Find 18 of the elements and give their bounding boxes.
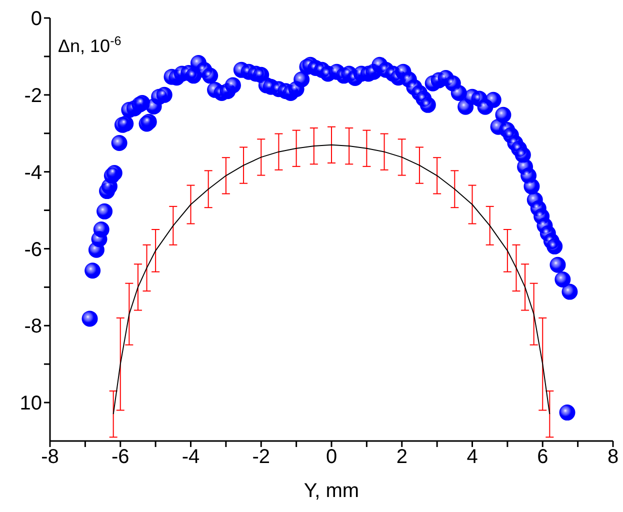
x-tick-label: -6 bbox=[111, 446, 130, 468]
x-tick-label: -4 bbox=[182, 446, 200, 468]
x-tick-label: 2 bbox=[396, 446, 408, 468]
x-tick-label: -8 bbox=[41, 446, 59, 468]
x-tick-label: 0 bbox=[326, 446, 338, 468]
x-tick-label: 8 bbox=[607, 446, 619, 468]
y-tick-label: -6 bbox=[24, 238, 42, 261]
y-tick-label: -8 bbox=[24, 316, 42, 338]
y-axis-title: Δn, 10$^{-6}$ bbox=[58, 34, 122, 56]
line-series bbox=[112, 144, 550, 415]
y-tick-label: -4 bbox=[24, 162, 42, 184]
x-axis-title: Y, mm bbox=[304, 480, 360, 502]
x-tick-label: 6 bbox=[537, 446, 548, 468]
x-tick-label: 4 bbox=[466, 446, 478, 468]
y-tick-label: 10 bbox=[20, 392, 42, 415]
x-tick-label: -2 bbox=[252, 446, 270, 468]
y-tick-label: 0 bbox=[30, 8, 42, 30]
y-tick-label: -2 bbox=[24, 85, 42, 108]
